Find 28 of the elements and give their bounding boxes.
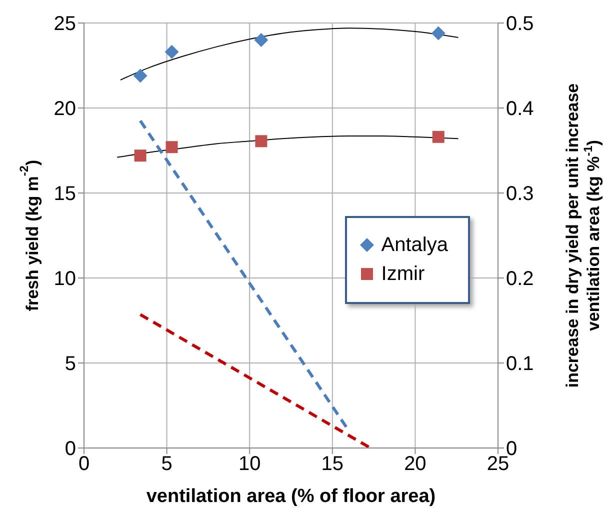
point [133, 68, 148, 83]
line-series [120, 28, 459, 80]
y2-tick-label: 0.3 [506, 183, 534, 206]
x-tick-label: 10 [238, 453, 261, 476]
x-axis-title: ventilation area (% of floor area) [146, 486, 436, 507]
y-tick-label: 15 [54, 183, 76, 206]
legend-label: Izmir [381, 262, 425, 286]
point [166, 141, 178, 154]
y2-tick-label: 0.5 [506, 13, 534, 36]
legend-label: Antalya [381, 234, 448, 256]
y-tick-label: 5 [64, 353, 76, 376]
y-tick-label: 0 [64, 438, 76, 460]
y-tick-label: 25 [54, 13, 76, 36]
y2-tick-label: 0.1 [506, 353, 534, 376]
x-tick-label: 15 [321, 453, 344, 476]
point [432, 130, 444, 143]
point [164, 44, 179, 59]
point [255, 135, 268, 148]
y-tick-label: 20 [54, 98, 76, 120]
point [254, 33, 268, 47]
point [134, 150, 146, 162]
line-series [116, 136, 459, 158]
y2-tick-label: 0.4 [506, 98, 534, 120]
x-tick-label: 5 [161, 453, 172, 476]
y-tick-label: 10 [54, 268, 76, 290]
y2-tick-label: 0.2 [506, 268, 534, 290]
point [431, 26, 446, 40]
x-tick-label: 20 [404, 453, 426, 476]
